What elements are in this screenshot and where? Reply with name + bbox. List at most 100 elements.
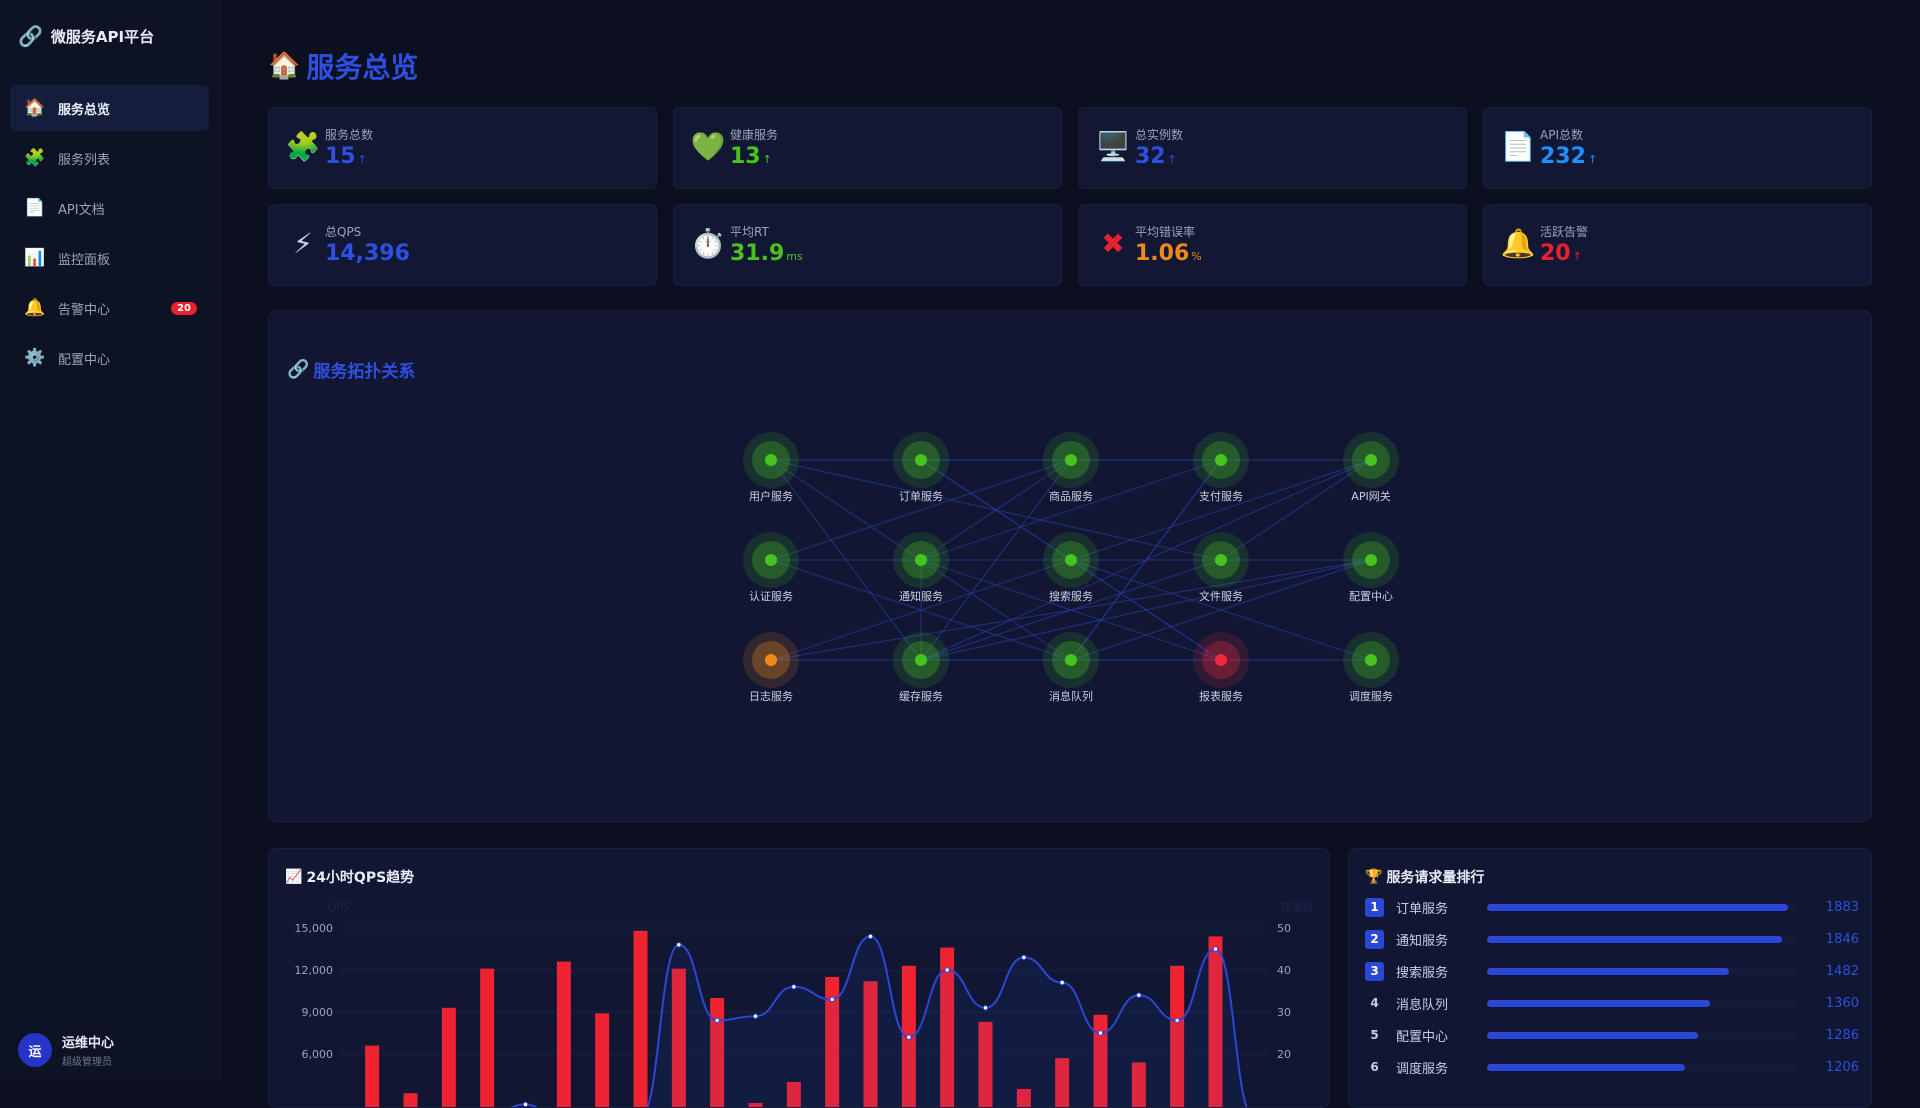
node-label: 消息队列 bbox=[1049, 689, 1093, 703]
topology-node[interactable]: 报表服务 bbox=[1193, 632, 1249, 703]
node-status-dot bbox=[1215, 654, 1227, 666]
brand[interactable]: 🔗 微服务API平台 bbox=[18, 24, 154, 48]
topology-node[interactable]: 文件服务 bbox=[1193, 532, 1249, 603]
qps-bar bbox=[863, 981, 878, 1107]
sidebar-item-label: 服务总览 bbox=[58, 102, 111, 118]
node-status-dot bbox=[1065, 654, 1077, 666]
rank-row[interactable]: 6 调度服务 1206 bbox=[1365, 1054, 1859, 1080]
node-status-dot bbox=[765, 654, 777, 666]
error-point bbox=[982, 1005, 989, 1011]
rank-row[interactable]: 5 配置中心 1286 bbox=[1365, 1022, 1859, 1048]
heart-icon: 💚 bbox=[690, 130, 726, 163]
avatar: 运 bbox=[18, 1033, 52, 1067]
stat-unit: ↑ bbox=[1167, 153, 1177, 166]
topology-node[interactable]: 订单服务 bbox=[893, 432, 949, 503]
error-point bbox=[867, 933, 874, 940]
node-status-dot bbox=[1365, 454, 1377, 466]
bell-icon: 🔔 bbox=[24, 298, 46, 318]
error-point bbox=[522, 1101, 529, 1107]
error-point bbox=[714, 1017, 720, 1024]
qps-card-title-text: 24小时QPS趋势 bbox=[306, 870, 415, 886]
topology-node[interactable]: 商品服务 bbox=[1043, 432, 1099, 503]
main-content: 🏠 服务总览 🧩 服务总数 15 ↑ 💚 健康服务 13 ↑ 🖥️ 总实例数 32 ↑ 📄 API总数 23… bbox=[220, 0, 1920, 1108]
stat-value: 1.06% bbox=[1135, 241, 1202, 266]
user-profile[interactable]: 运 运维中心 超级管理员 bbox=[18, 1032, 114, 1068]
sidebar-item-1[interactable]: 🧩 服务列表 bbox=[10, 135, 209, 181]
stat-card[interactable]: ⚡ 总QPS 14,396 bbox=[268, 204, 657, 286]
node-status-dot bbox=[1365, 654, 1377, 666]
topology-node[interactable]: 配置中心 bbox=[1343, 532, 1399, 603]
rank-row[interactable]: 2 通知服务 1846 bbox=[1365, 926, 1859, 952]
error-point bbox=[752, 1013, 759, 1019]
qps-bar bbox=[1208, 936, 1223, 1107]
rank-row[interactable]: 3 搜索服务 1482 bbox=[1365, 958, 1859, 984]
stat-card[interactable]: ✖ 平均错误率 1.06% bbox=[1078, 204, 1467, 286]
stat-card[interactable]: 🔔 活跃告警 20 ↑ bbox=[1483, 204, 1872, 286]
node-status-dot bbox=[915, 554, 927, 566]
node-status-dot bbox=[1365, 554, 1377, 566]
y2-tick-label: 30 bbox=[1277, 1006, 1291, 1019]
stat-value: 32 ↑ bbox=[1135, 144, 1177, 169]
rank-value: 1883 bbox=[1825, 899, 1859, 915]
error-point bbox=[1174, 1017, 1180, 1024]
error-point bbox=[906, 1034, 912, 1040]
y-tick-label: 6,000 bbox=[302, 1048, 334, 1061]
qps-trend-card: 📈 24小时QPS趋势 QPS 错误数 15,000 12,000 9,000 6,000… bbox=[268, 848, 1330, 1108]
sidebar-item-5[interactable]: ⚙️ 配置中心 bbox=[10, 335, 209, 381]
topology-node[interactable]: 缓存服务 bbox=[893, 632, 949, 703]
rank-service-name: 消息队列 bbox=[1396, 997, 1449, 1013]
chart-increasing-icon: 📈 bbox=[285, 869, 303, 885]
stat-label: 活跃告警 bbox=[1540, 225, 1589, 239]
rank-service-name: 订单服务 bbox=[1396, 901, 1449, 917]
y-tick-label: 12,000 bbox=[295, 964, 334, 977]
node-label: 用户服务 bbox=[749, 489, 793, 503]
stat-card[interactable]: 📄 API总数 232 ↑ bbox=[1483, 107, 1872, 189]
topology-node[interactable]: 支付服务 bbox=[1193, 432, 1249, 503]
stat-value: 20 ↑ bbox=[1540, 241, 1582, 266]
node-status-dot bbox=[765, 554, 777, 566]
stat-card[interactable]: 🧩 服务总数 15 ↑ bbox=[268, 107, 657, 189]
stat-label: 健康服务 bbox=[730, 128, 779, 142]
qps-bar bbox=[940, 947, 955, 1107]
rank-bar-track bbox=[1487, 999, 1797, 1007]
error-point bbox=[1021, 954, 1027, 961]
node-label: 日志服务 bbox=[749, 690, 793, 703]
rank-row[interactable]: 1 订单服务 1883 bbox=[1365, 894, 1859, 920]
node-label: API网关 bbox=[1351, 489, 1390, 503]
node-status-dot bbox=[1215, 454, 1227, 466]
node-label: 搜索服务 bbox=[1049, 589, 1093, 603]
topology-edge bbox=[1070, 459, 1372, 561]
node-label: 缓存服务 bbox=[899, 689, 943, 703]
stat-card[interactable]: ⏱️ 平均RT 31.9 ms bbox=[673, 204, 1062, 286]
topology-node[interactable]: API网关 bbox=[1343, 432, 1399, 503]
stat-card[interactable]: 🖥️ 总实例数 32 ↑ bbox=[1078, 107, 1467, 189]
topology-node[interactable]: 调度服务 bbox=[1343, 632, 1399, 703]
topology-edge bbox=[1070, 559, 1372, 661]
stat-label: 总实例数 bbox=[1135, 128, 1184, 142]
stat-card[interactable]: 💚 健康服务 13 ↑ bbox=[673, 107, 1062, 189]
sidebar-item-0[interactable]: 🏠 服务总览 bbox=[10, 85, 209, 131]
rank-row[interactable]: 4 消息队列 1360 bbox=[1365, 990, 1859, 1016]
topology-node[interactable]: 用户服务 bbox=[743, 432, 799, 503]
sidebar-item-label: 告警中心 bbox=[58, 302, 111, 318]
link-icon: 🔗 bbox=[287, 359, 310, 380]
error-point bbox=[676, 942, 682, 948]
monitor-icon: 🖥️ bbox=[1095, 130, 1131, 163]
sidebar: 🔗 微服务API平台 🏠 服务总览 🧩 服务列表 📄 API文档 📊 监控面板 🔔 告警中心 20 ⚙… bbox=[0, 0, 220, 1080]
error-line bbox=[510, 935, 1248, 1107]
sidebar-item-3[interactable]: 📊 监控面板 bbox=[10, 235, 209, 281]
topology-node[interactable]: 消息队列 bbox=[1043, 632, 1099, 703]
sidebar-item-2[interactable]: 📄 API文档 bbox=[10, 185, 209, 231]
topology-node[interactable]: 日志服务 bbox=[743, 632, 799, 703]
lightning-icon: ⚡ bbox=[293, 227, 313, 260]
sidebar-item-4[interactable]: 🔔 告警中心 20 bbox=[10, 285, 209, 331]
puzzle-icon: 🧩 bbox=[24, 148, 46, 168]
rank-value: 1206 bbox=[1825, 1059, 1859, 1075]
topology-node[interactable]: 搜索服务 bbox=[1043, 532, 1099, 603]
stat-label: 总QPS bbox=[325, 225, 362, 239]
topology-node[interactable]: 通知服务 bbox=[893, 532, 949, 603]
document-icon: 📄 bbox=[1500, 130, 1536, 163]
topology-node[interactable]: 认证服务 bbox=[743, 532, 799, 603]
y2-tick-label: 40 bbox=[1277, 964, 1291, 977]
rank-number: 5 bbox=[1370, 1028, 1379, 1042]
